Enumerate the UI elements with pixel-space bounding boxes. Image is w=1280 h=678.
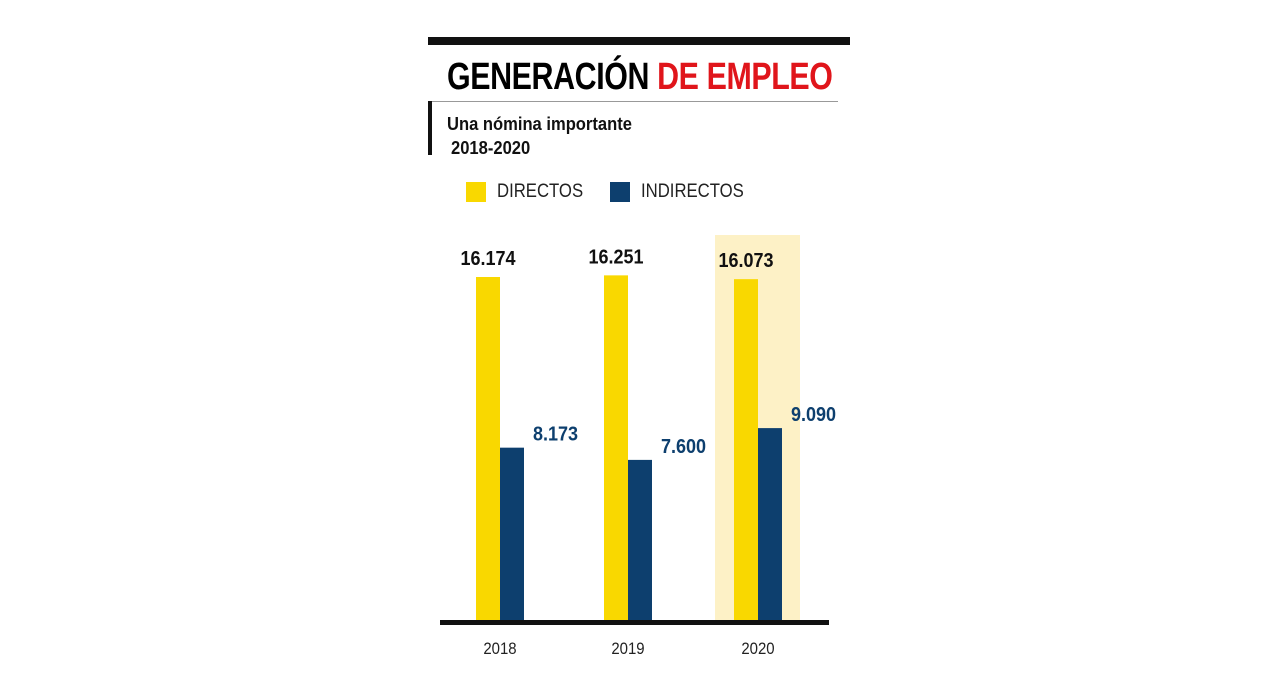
bar-indirectos-2020 — [758, 428, 782, 622]
legend-label-directos: DIRECTOS — [497, 181, 584, 202]
bar-directos-2019 — [604, 275, 628, 622]
bar-indirectos-2018 — [500, 447, 524, 622]
data-label-directos-2020: 16.073 — [718, 250, 773, 272]
chart-period: 2018-2020 — [451, 138, 531, 158]
chart-title: GENERACIÓN DE EMPLEO — [447, 56, 833, 99]
title-part-1: GENERACIÓN — [447, 56, 650, 98]
data-label-directos-2018: 16.174 — [460, 248, 515, 270]
legend-swatch-directos — [466, 182, 486, 202]
data-label-indirectos-2018: 8.173 — [533, 424, 578, 446]
data-label-directos-2019: 16.251 — [588, 247, 643, 269]
data-label-indirectos-2019: 7.600 — [661, 436, 706, 458]
x-tick-label-2020: 2020 — [741, 640, 774, 658]
x-axis-line — [440, 620, 829, 625]
x-tick-label-2018: 2018 — [483, 640, 516, 658]
legend-label-indirectos: INDIRECTOS — [641, 181, 744, 202]
legend-item-indirectos: INDIRECTOS — [610, 181, 758, 203]
legend-item-directos: DIRECTOS — [466, 181, 595, 203]
title-part-2: DE EMPLEO — [657, 56, 833, 98]
title-divider — [428, 101, 838, 102]
title-top-bar — [428, 37, 850, 45]
bar-directos-2020 — [734, 279, 758, 622]
data-label-indirectos-2020: 9.090 — [791, 404, 836, 426]
bar-indirectos-2019 — [628, 459, 652, 622]
x-tick-label-2019: 2019 — [611, 640, 644, 658]
subtitle-accent-bar — [428, 101, 432, 155]
legend-swatch-indirectos — [610, 182, 630, 202]
bar-directos-2018 — [476, 277, 500, 622]
chart-subtitle: Una nómina importante — [447, 114, 632, 134]
